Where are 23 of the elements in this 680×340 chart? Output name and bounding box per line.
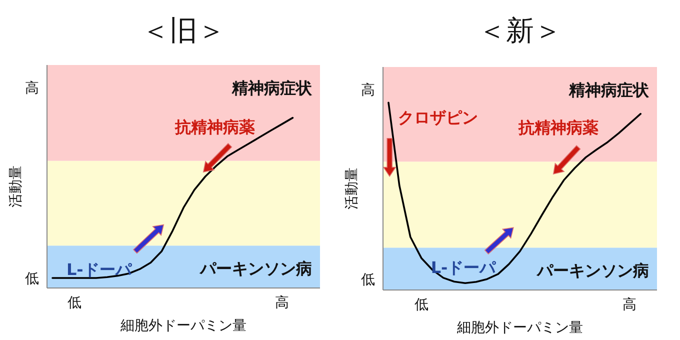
text: 低 [25,270,39,287]
band-label: 精神病症状 [230,78,313,98]
x-tick-label: 高 [622,297,637,313]
text: 高 [25,80,39,96]
annotation: L-ドーパ [430,258,497,277]
x-tick-label: 高 [274,295,289,311]
x-axis-title: 細胞外ドーパミン量 [120,318,246,334]
annotation: L-ドーパ [66,260,132,280]
band-label: パーキンソン病 [198,258,312,278]
y-axis-title: 活動量 [8,166,24,208]
chart-title: ＜旧＞ [142,14,226,47]
annotation: 抗精神病薬 [517,118,598,138]
text: 高 [361,82,375,98]
chart-title: ＜新＞ [478,14,562,47]
x-axis-title: 細胞外ドーパミン量 [456,320,583,336]
annotation: 抗精神病薬 [174,118,256,137]
x-tick-label: 低 [414,297,428,313]
band-label: パーキンソン病 [536,260,649,280]
text: 低 [361,272,375,288]
annotation: クロザピン [398,108,478,127]
band-label: 精神病症状 [568,80,650,100]
y-axis-title: 活動量 [344,168,360,210]
x-tick-label: 低 [67,295,82,311]
